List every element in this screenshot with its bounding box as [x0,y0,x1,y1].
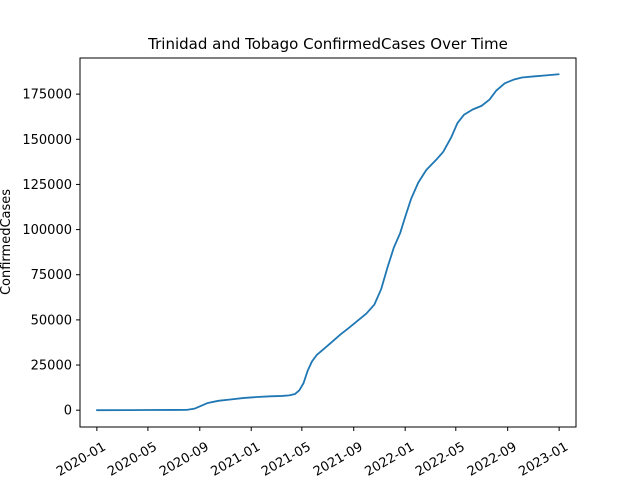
y-tick-label: 75000 [31,268,72,283]
y-tick-label: 100000 [22,223,72,238]
series-line-0 [95,73,560,412]
x-tick-label: 2020-05 [105,440,160,480]
y-tick-label: 125000 [22,178,72,193]
y-tick-label: 150000 [22,133,72,148]
x-tick-label: 2020-09 [157,440,212,480]
y-tick-label: 0 [64,404,72,419]
y-tick-label: 175000 [22,88,72,103]
x-tick-label: 2021-01 [209,440,264,480]
y-tick-label: 25000 [31,359,72,374]
y-tick-label: 50000 [31,313,72,328]
plot-area [79,57,577,428]
x-axis: 2020-012020-052020-092021-012021-052021-… [54,427,571,480]
y-axis-label: ConfirmedCases [0,189,14,295]
chart-title: Trinidad and Tobago ConfirmedCases Over … [147,35,508,53]
y-axis: 0 25000 50000 75000 100000 125000 150000 175000 [22,88,80,419]
x-tick-label: 2021-09 [311,440,366,480]
x-tick-label: 2021-05 [259,440,314,480]
x-tick-label: 2022-05 [413,440,468,480]
x-tick-label: 2020-01 [54,440,109,480]
x-tick-label: 2022-09 [465,440,520,480]
x-tick-label: 2023-01 [516,440,571,480]
x-tick-label: 2022-01 [362,440,417,480]
series-layer [95,73,560,412]
